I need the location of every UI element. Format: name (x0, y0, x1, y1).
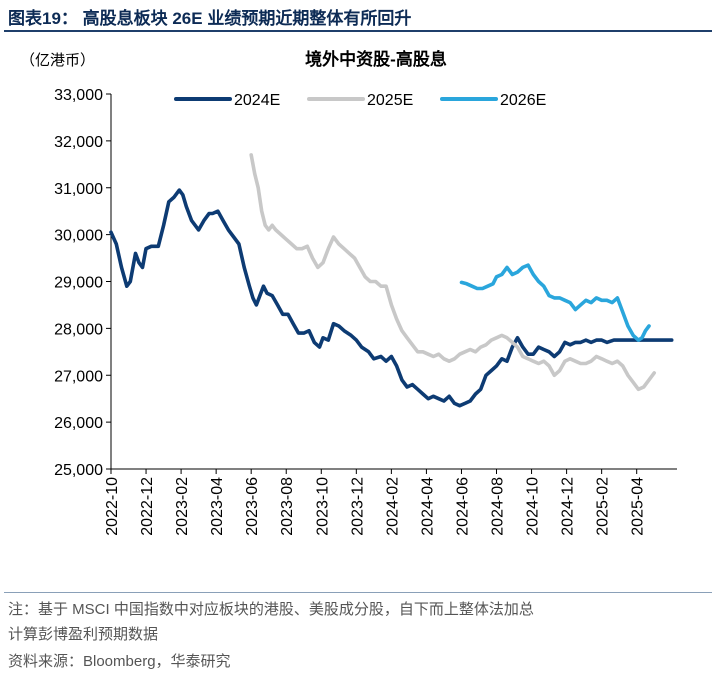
x-tick-label: 2023-02 (174, 477, 191, 536)
y-tick-label: 32,000 (54, 134, 103, 151)
legend-label-2025e: 2025E (367, 92, 413, 109)
legend: 2024E 2025E 2026E (174, 92, 546, 109)
y-axis-unit-label: （亿港币） (20, 52, 95, 69)
y-tick-label: 26,000 (54, 415, 103, 432)
series-line-2024e (109, 188, 674, 408)
x-tick-label: 2024-06 (454, 477, 471, 536)
chart-title: 境外中资股-高股息 (305, 49, 447, 69)
x-tick-label: 2023-04 (209, 477, 226, 536)
legend-label-2026e: 2026E (500, 92, 546, 109)
y-tick-label: 28,000 (54, 321, 103, 338)
x-tick-label: 2024-10 (525, 477, 542, 536)
series-line-2026e (459, 263, 651, 342)
y-tick-label: 33,000 (54, 87, 103, 104)
series-line-2025e (249, 153, 656, 392)
x-tick-label: 2024-08 (490, 477, 507, 536)
x-tick-label: 2022-10 (104, 477, 121, 536)
x-tick-label: 2025-04 (630, 477, 647, 536)
chart-note-line-2: 计算彭博盈利预期数据 (8, 626, 159, 643)
x-tick-label: 2023-10 (314, 477, 331, 536)
x-tick-label: 2024-12 (560, 477, 577, 536)
line-chart: 境外中资股-高股息 （亿港币） 2024E 2025E 2026E 33,000 32… (20, 49, 677, 536)
x-tick-label: 2024-02 (384, 477, 401, 536)
legend-label-2024e: 2024E (234, 92, 280, 109)
data-source: 资料来源：Bloomberg，华泰研究 (8, 653, 231, 670)
y-tick-label: 30,000 (54, 228, 103, 245)
y-tick-label: 27,000 (54, 368, 103, 385)
x-tick-label: 2023-06 (244, 477, 261, 536)
x-tick-label: 2022-12 (139, 477, 156, 536)
x-tick-label: 2024-04 (419, 477, 436, 536)
y-tick-label: 29,000 (54, 275, 103, 292)
footer-divider (4, 592, 712, 593)
y-tick-label: 31,000 (54, 181, 103, 198)
x-tick-label: 2023-08 (279, 477, 296, 536)
title-divider (4, 30, 712, 32)
figure-title: 图表19： 高股息板块 26E 业绩预期近期整体有所回升 (8, 9, 412, 28)
chart-note-line-1: 注：基于 MSCI 中国指数中对应板块的港股、美股成分股，自下而上整体法加总 (8, 601, 534, 618)
x-tick-label: 2023-12 (349, 477, 366, 536)
y-tick-label: 25,000 (54, 462, 103, 479)
series-layer (109, 153, 674, 408)
axes: 33,000 32,000 31,000 30,000 29,000 28,000 27,0… (54, 87, 677, 536)
x-tick-label: 2025-02 (595, 477, 612, 536)
